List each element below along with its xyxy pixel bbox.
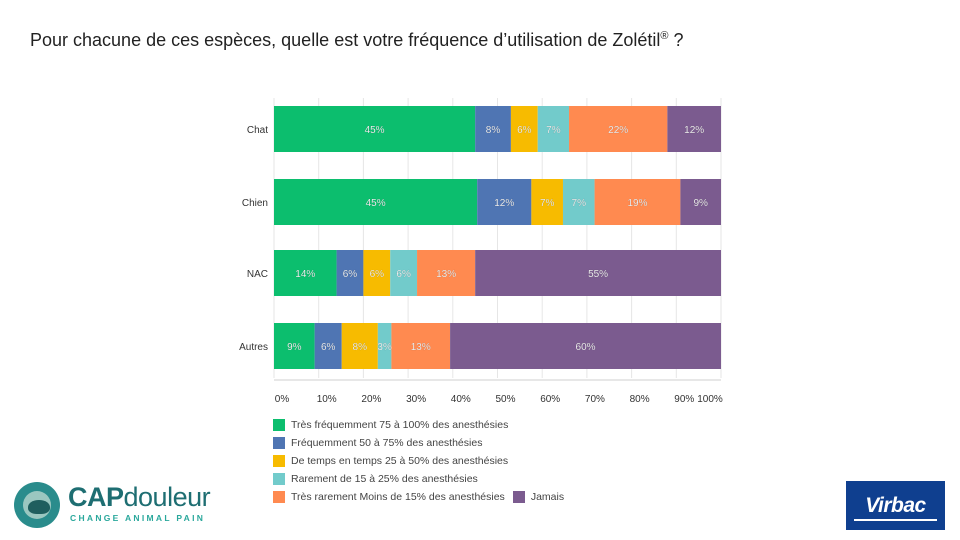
legend-label: Jamais — [530, 491, 565, 503]
bar-segment — [450, 323, 721, 369]
legend-item: Fréquemment 50 à 75% des anesthésies — [273, 437, 482, 449]
data-label: 13% — [436, 269, 456, 280]
data-label: 45% — [366, 198, 386, 209]
x-tick-label: 90% — [674, 394, 694, 405]
x-tick-label: 30% — [406, 394, 426, 405]
x-tick-label: 60% — [540, 394, 560, 405]
x-tick-label: 0% — [275, 394, 290, 405]
bar-segment — [377, 323, 392, 369]
bar-segment — [680, 179, 721, 225]
bar-segment — [667, 106, 721, 152]
data-label: 7% — [546, 125, 561, 136]
x-tick-label: 10% — [317, 394, 337, 405]
data-label: 6% — [343, 269, 358, 280]
bar-segment — [510, 106, 538, 152]
bar-segment — [475, 106, 511, 152]
x-tick-label: 100% — [697, 394, 723, 405]
legend-row: Très fréquemment 75 à 100% des anesthési… — [273, 416, 572, 434]
bar-segment — [531, 179, 563, 225]
bar-segment — [314, 323, 342, 369]
legend-row: Fréquemment 50 à 75% des anesthésies — [273, 434, 572, 452]
virbac-logo: Virbac — [846, 481, 945, 530]
bar-segment — [341, 323, 378, 369]
x-tick-label: 20% — [361, 394, 381, 405]
data-label: 12% — [684, 125, 704, 136]
legend-item: Très rarement Moins de 15% des anesthési… — [273, 491, 505, 503]
bar-segment — [569, 106, 668, 152]
virbac-underline — [854, 519, 937, 521]
bar-segment — [477, 179, 532, 225]
legend-row: Très rarement Moins de 15% des anesthési… — [273, 488, 572, 506]
data-label: 9% — [287, 342, 302, 353]
legend-swatch — [273, 491, 285, 503]
bar-segment — [390, 250, 418, 296]
x-tick-label: 70% — [585, 394, 605, 405]
data-label: 6% — [321, 342, 336, 353]
data-label: 7% — [540, 198, 555, 209]
data-label: 6% — [396, 269, 411, 280]
bar-segment — [594, 179, 681, 225]
capdouleur-logo: CAPdouleur CHANGE ANIMAL PAIN — [14, 480, 224, 530]
cap-tagline: CHANGE ANIMAL PAIN — [70, 513, 206, 523]
stacked-bar-chart: 0% 10% 20% 30% 40% 50% 60% 70% 80% 90% 100% Chat 45%… — [239, 98, 723, 405]
animal-icon — [14, 482, 60, 528]
data-label: 8% — [486, 125, 501, 136]
legend-swatch — [273, 419, 285, 431]
title-suffix: ? — [668, 30, 684, 50]
legend-label: Fréquemment 50 à 75% des anesthésies — [291, 437, 483, 449]
data-label: 12% — [494, 198, 514, 209]
x-tick-label: 80% — [630, 394, 650, 405]
data-label: 45% — [365, 125, 385, 136]
chart-legend: Très fréquemment 75 à 100% des anesthési… — [273, 416, 572, 506]
legend-swatch — [512, 491, 525, 503]
legend-label: Rarement de 15 à 25% des anesthésies — [291, 473, 478, 485]
legend-swatch — [273, 455, 285, 467]
data-label: 8% — [353, 342, 368, 353]
bar-segment — [274, 250, 337, 296]
data-label: 55% — [588, 269, 608, 280]
bar-segment — [417, 250, 476, 296]
page-title: Pour chacune de ces espèces, quelle est … — [30, 30, 684, 51]
category-label: Chien — [242, 198, 268, 209]
legend-swatch — [273, 437, 285, 449]
category-label: NAC — [247, 269, 268, 280]
registered-mark: ® — [660, 30, 669, 42]
legend-item: Très fréquemment 75 à 100% des anesthési… — [273, 419, 508, 431]
x-tick-label: 50% — [495, 394, 515, 405]
data-label: 13% — [411, 342, 431, 353]
virbac-wordmark: Virbac — [865, 493, 926, 517]
data-label: 22% — [608, 125, 628, 136]
bar-segment — [475, 250, 721, 296]
bar-segment — [363, 250, 391, 296]
data-label: 7% — [572, 198, 587, 209]
category-label: Autres — [239, 342, 268, 353]
bar-segment — [562, 179, 595, 225]
legend-label: Très rarement Moins de 15% des anesthési… — [291, 491, 505, 503]
data-label: 6% — [517, 125, 532, 136]
legend-row: Rarement de 15 à 25% des anesthésies — [273, 470, 572, 488]
legend-item: Rarement de 15 à 25% des anesthésies — [273, 473, 478, 485]
category-label: Chat — [247, 125, 268, 136]
legend-row: De temps en temps 25 à 50% des anesthési… — [273, 452, 572, 470]
legend-label: De temps en temps 25 à 50% des anesthési… — [291, 455, 509, 467]
legend-item: De temps en temps 25 à 50% des anesthési… — [273, 455, 508, 467]
x-tick-label: 40% — [451, 394, 471, 405]
data-label: 3% — [377, 342, 392, 353]
bar-segment — [274, 106, 476, 152]
bar-segment — [391, 323, 451, 369]
bar-segment — [274, 179, 478, 225]
data-label: 19% — [627, 198, 647, 209]
data-label: 9% — [693, 198, 708, 209]
data-label: 60% — [576, 342, 596, 353]
data-label: 6% — [370, 269, 385, 280]
bar-segment — [537, 106, 570, 152]
bar-segment — [336, 250, 364, 296]
legend-item: Jamais — [512, 491, 565, 503]
bar-segment — [274, 323, 315, 369]
cap-wordmark: CAPdouleur — [68, 482, 211, 512]
legend-swatch — [273, 473, 285, 485]
data-label: 14% — [295, 269, 315, 280]
title-text: Pour chacune de ces espèces, quelle est … — [30, 30, 661, 50]
legend-label: Très fréquemment 75 à 100% des anesthési… — [291, 419, 509, 431]
